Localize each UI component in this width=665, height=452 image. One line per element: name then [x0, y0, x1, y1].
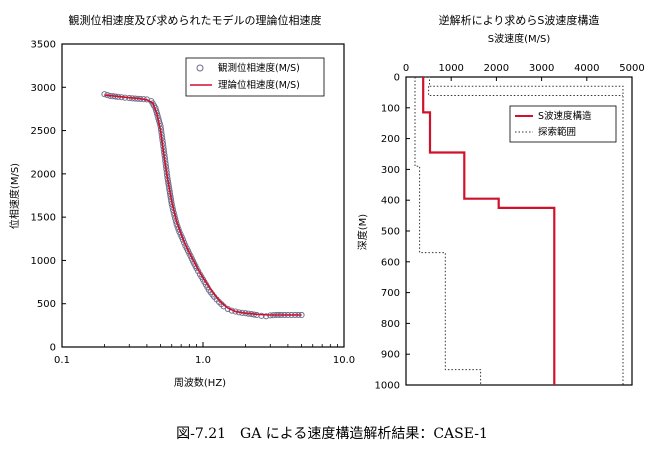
left-x-axis: 0.1 1.0 10.0 [54, 342, 355, 366]
left-y-tick-label: 1000 [31, 256, 56, 267]
right-y-tick-label: 1000 [375, 381, 400, 392]
right-y-tick-label: 700 [381, 288, 400, 299]
right-y-tick-label: 200 [381, 134, 400, 145]
left-x-tick-label: 0.1 [54, 355, 70, 366]
observed-point [101, 91, 108, 98]
right-y-axis: 0 100 200 300 400 500 600 700 800 900 1000 [375, 73, 410, 392]
phase-velocity-chart: 観測位相速度及び求められたモデルの理論位相速度 0 500 1000 1500 2000… [8, 13, 355, 389]
right-y-tick-label: 100 [381, 103, 400, 114]
left-legend-box [185, 57, 325, 97]
search-range-line [414, 77, 482, 385]
right-x-tick-label: 0 [403, 63, 409, 74]
right-x-tick-label: 2000 [484, 63, 509, 74]
legend-label-search-range: 探索範囲 [538, 126, 576, 138]
right-y-tick-label: 800 [381, 319, 400, 330]
left-y-tick-label: 2500 [31, 126, 56, 137]
right-chart-title: 逆解析により求めらS波速度構造 [439, 13, 600, 27]
right-x-tick-label: 4000 [574, 63, 599, 74]
search-range-line [428, 86, 623, 96]
left-legend: 観測位相速度(M/S) 理論位相速度(M/S) [185, 57, 325, 97]
right-x-tick-label: 3000 [529, 63, 554, 74]
left-y-axis: 0 500 1000 1500 2000 2500 3000 3500 [31, 40, 66, 354]
left-x-tick-label: 1.0 [195, 355, 211, 366]
right-y-axis-label: 深度(M) [356, 214, 369, 251]
figure-caption: 図-7.21 GA による速度構造解析結果：CASE-1 [176, 426, 488, 442]
right-y-tick-label: 900 [381, 350, 400, 361]
legend-label-s-wave: S波速度構造 [538, 110, 592, 122]
right-y-tick-label: 400 [381, 196, 400, 207]
right-x-tick-label: 1000 [438, 63, 463, 74]
left-y-tick-label: 1500 [31, 213, 56, 224]
left-chart-title: 観測位相速度及び求められたモデルの理論位相速度 [69, 13, 322, 27]
legend-label-theoretical: 理論位相速度(M/S) [218, 79, 300, 91]
legend-marker-observed [196, 64, 204, 72]
right-legend-box [509, 105, 617, 143]
left-y-tick-label: 0 [50, 343, 56, 354]
theoretical-line [104, 94, 302, 316]
right-y-tick-label: 600 [381, 257, 400, 268]
right-y-tick-label: 300 [381, 165, 400, 176]
left-y-tick-label: 3500 [31, 40, 56, 51]
left-y-tick-label: 3000 [31, 83, 56, 94]
right-y-tick-label: 500 [381, 227, 400, 238]
right-x-axis: 0 1000 2000 3000 4000 5000 [403, 63, 645, 81]
right-x-tick-label: 5000 [619, 63, 644, 74]
s-wave-structure-chart: 逆解析により求めらS波速度構造 S波速度(M/S) 0 100 200 300 400 5… [356, 13, 645, 392]
right-series-group [414, 76, 624, 385]
right-y-tick-label: 0 [394, 73, 400, 84]
right-legend: S波速度構造 探索範囲 [509, 105, 617, 143]
left-x-axis-label: 周波数(HZ) [174, 376, 226, 389]
s-wave-velocity-line [422, 77, 556, 385]
right-x-axis-label: S波速度(M/S) [488, 32, 551, 45]
observed-point [258, 312, 265, 319]
observed-point [262, 313, 270, 320]
left-y-axis-label: 位相速度(M/S) [8, 163, 21, 229]
left-x-tick-label: 10.0 [333, 355, 355, 366]
left-y-tick-label: 2000 [31, 169, 56, 180]
left-series-group [101, 91, 305, 320]
left-y-tick-label: 500 [37, 299, 56, 310]
legend-label-observed: 観測位相速度(M/S) [218, 62, 300, 74]
